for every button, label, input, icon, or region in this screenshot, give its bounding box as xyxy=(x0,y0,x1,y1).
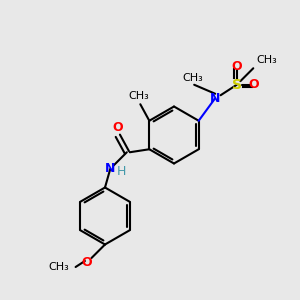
Text: H: H xyxy=(117,165,126,178)
Text: S: S xyxy=(232,78,242,92)
Text: CH₃: CH₃ xyxy=(256,55,277,65)
Text: O: O xyxy=(232,60,242,73)
Text: CH₃: CH₃ xyxy=(48,262,69,272)
Text: O: O xyxy=(112,121,122,134)
Text: O: O xyxy=(82,256,92,269)
Text: N: N xyxy=(105,162,116,175)
Text: CH₃: CH₃ xyxy=(128,91,149,101)
Text: O: O xyxy=(249,78,260,91)
Text: CH₃: CH₃ xyxy=(182,73,203,83)
Text: N: N xyxy=(210,92,220,105)
